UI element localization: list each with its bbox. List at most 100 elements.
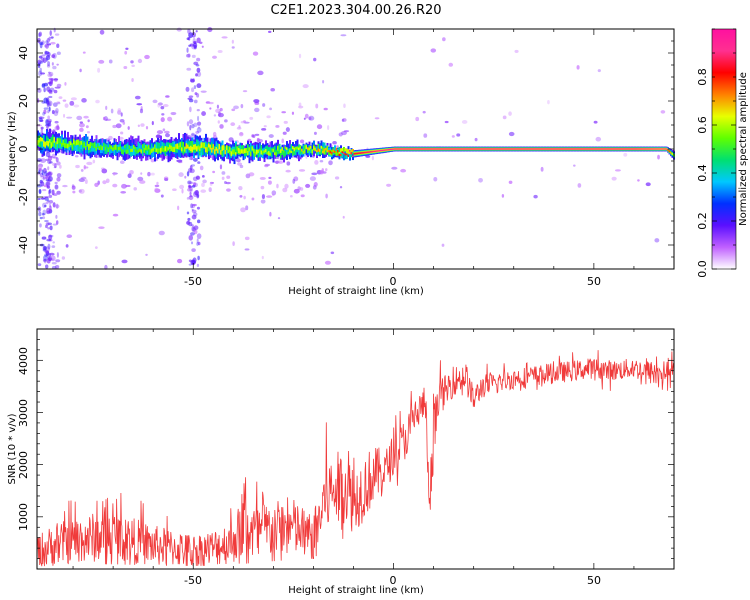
heatmap-cell bbox=[362, 151, 365, 154]
heatmap-cell bbox=[299, 187, 304, 191]
heatmap-cell bbox=[44, 253, 48, 257]
heatmap-cell bbox=[310, 145, 312, 154]
heatmap-cell bbox=[335, 147, 338, 150]
heatmap-cell bbox=[226, 188, 231, 192]
heatmap-cell bbox=[421, 148, 423, 150]
heatmap-cell bbox=[370, 151, 372, 153]
heatmap-cell bbox=[275, 142, 278, 156]
heatmap-cell bbox=[47, 51, 51, 57]
heatmap-cell bbox=[77, 139, 80, 152]
heatmap-cell bbox=[37, 87, 42, 93]
heatmap-cell bbox=[394, 148, 396, 150]
heatmap-cell bbox=[296, 147, 299, 153]
heatmap-cell bbox=[613, 148, 615, 150]
heatmap-cell bbox=[41, 236, 47, 240]
heatmap-cell bbox=[38, 231, 41, 236]
heatmap-cell bbox=[49, 139, 51, 150]
heatmap-cell bbox=[319, 143, 321, 151]
heatmap-cell bbox=[42, 189, 47, 192]
heatmap-cell bbox=[660, 110, 666, 114]
heatmap-cell bbox=[201, 175, 205, 178]
heatmap-cell bbox=[597, 69, 601, 73]
heatmap-cell bbox=[190, 203, 194, 209]
heatmap-cell bbox=[533, 148, 536, 150]
heatmap-cell bbox=[442, 37, 446, 42]
heatmap-cell bbox=[524, 148, 527, 150]
heatmap-cell bbox=[440, 148, 443, 150]
heatmap-cell bbox=[430, 48, 437, 53]
heatmap-cell bbox=[219, 107, 223, 112]
heatmap-cell bbox=[46, 102, 50, 108]
heatmap-cell bbox=[188, 95, 194, 98]
heatmap-cell bbox=[179, 142, 182, 148]
heatmap-cell bbox=[57, 102, 61, 105]
heatmap-cell bbox=[523, 148, 525, 150]
heatmap-cell bbox=[388, 149, 390, 151]
heatmap-cell bbox=[46, 123, 49, 130]
heatmap-cell bbox=[160, 117, 165, 123]
heatmap-cell bbox=[461, 120, 468, 124]
heatmap-cell bbox=[188, 36, 191, 41]
heatmap-tick-y-20: 20 bbox=[17, 94, 30, 108]
heatmap-cell bbox=[299, 145, 302, 154]
heatmap-cell bbox=[382, 149, 384, 152]
heatmap-cell bbox=[189, 78, 193, 83]
heatmap-cell bbox=[287, 151, 290, 155]
heatmap-cell bbox=[563, 148, 566, 150]
heatmap-cell bbox=[98, 59, 105, 64]
heatmap-cell bbox=[262, 150, 264, 156]
snr-ticks bbox=[37, 328, 675, 570]
heatmap-cell bbox=[305, 145, 308, 149]
heatmap-cell bbox=[182, 144, 185, 155]
heatmap-cell bbox=[81, 98, 87, 103]
heatmap-cell bbox=[332, 140, 337, 145]
heatmap-cell bbox=[74, 140, 77, 146]
heatmap-cell bbox=[340, 154, 342, 157]
heatmap-cell bbox=[575, 148, 578, 150]
heatmap-cell bbox=[193, 182, 199, 188]
heatmap-cell bbox=[94, 142, 96, 148]
heatmap-cell bbox=[268, 151, 270, 156]
heatmap-tick-x-minus50: -50 bbox=[184, 275, 202, 288]
heatmap-cell bbox=[127, 173, 132, 179]
heatmap-cell bbox=[266, 145, 269, 155]
heatmap-cell bbox=[46, 64, 51, 68]
heatmap-cell bbox=[611, 176, 617, 181]
heatmap-cell bbox=[645, 182, 651, 187]
heatmap-cell bbox=[139, 148, 141, 152]
heatmap-cell bbox=[285, 169, 291, 173]
heatmap-cell bbox=[196, 83, 202, 89]
heatmap-cell bbox=[45, 40, 49, 44]
heatmap-cell bbox=[143, 142, 146, 150]
heatmap-cell bbox=[667, 149, 669, 151]
heatmap-cell bbox=[86, 161, 93, 166]
heatmap-cell bbox=[221, 171, 226, 175]
heatmap-cell bbox=[71, 143, 74, 150]
heatmap-cell bbox=[385, 149, 387, 151]
heatmap-cell bbox=[248, 147, 251, 152]
heatmap-cell bbox=[319, 170, 324, 175]
heatmap-cell bbox=[540, 166, 544, 172]
heatmap-cell bbox=[209, 144, 212, 150]
heatmap-cell bbox=[45, 151, 51, 158]
heatmap-cell bbox=[178, 172, 184, 177]
heatmap-cell bbox=[178, 145, 180, 149]
heatmap-cell bbox=[125, 143, 128, 154]
heatmap-cell bbox=[358, 152, 360, 155]
heatmap-cell bbox=[207, 27, 213, 33]
heatmap-cell bbox=[658, 148, 660, 150]
heatmap-cell bbox=[48, 255, 52, 262]
heatmap-cell bbox=[245, 148, 248, 154]
heatmap-cell bbox=[313, 57, 317, 62]
heatmap-cell bbox=[202, 179, 207, 184]
heatmap-cell bbox=[418, 148, 420, 150]
heatmap-cell bbox=[157, 142, 159, 152]
heatmap-cell bbox=[62, 99, 67, 102]
heatmap-cell bbox=[324, 260, 331, 265]
heatmap-cell bbox=[78, 178, 85, 183]
heatmap-cell bbox=[64, 82, 67, 86]
heatmap-cell bbox=[640, 148, 642, 150]
heatmap-cell bbox=[190, 224, 194, 227]
heatmap-cell bbox=[155, 141, 158, 153]
heatmap-cell bbox=[219, 164, 223, 170]
